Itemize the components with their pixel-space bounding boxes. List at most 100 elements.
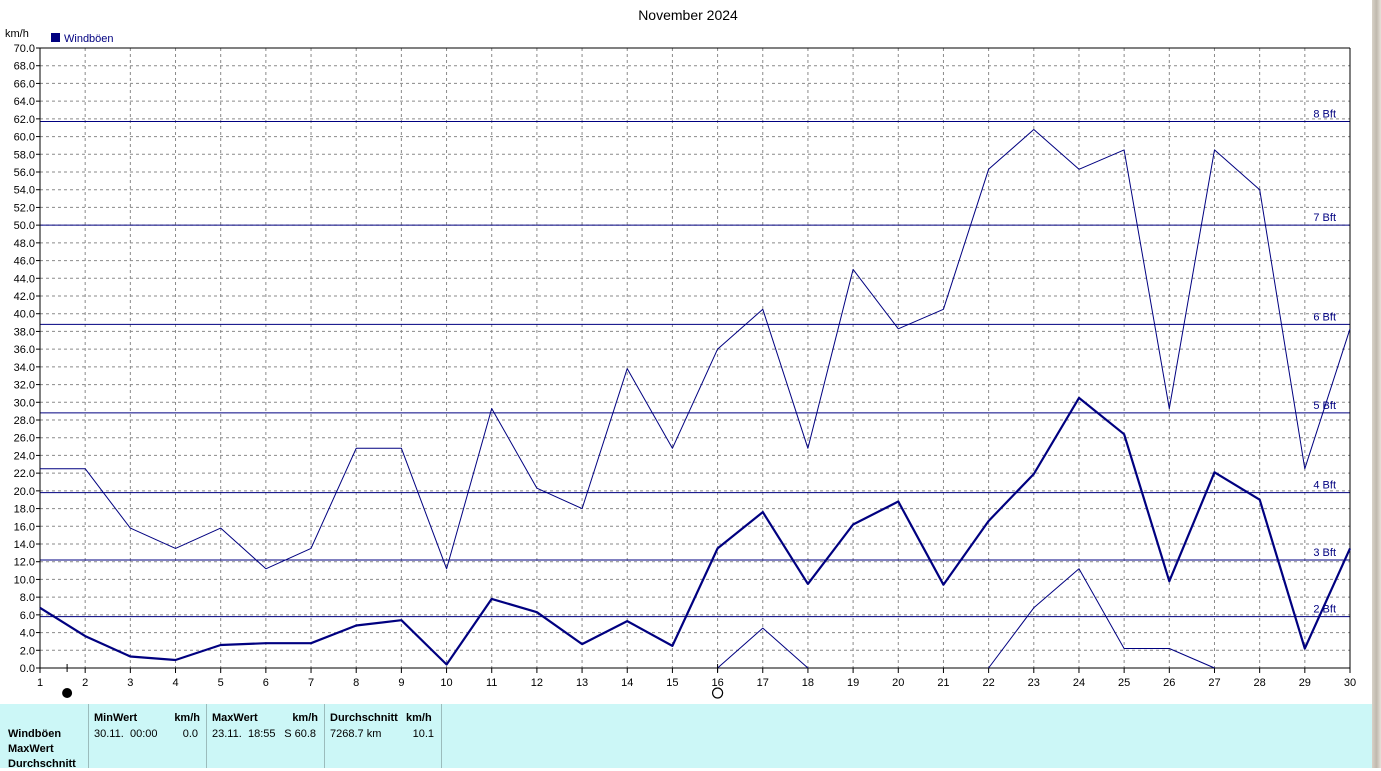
y-tick-label: 62.0 [14, 114, 35, 126]
x-tick-label: 5 [218, 677, 224, 689]
x-tick-label: 2 [82, 677, 88, 689]
x-tick-label: 8 [353, 677, 359, 689]
x-tick-label: 17 [757, 677, 769, 689]
x-axis: 1 2 3 4 5 6 7 8 9 10 11 12 13 14 15 16 17 18 19 20 21 22 23 24 2… [37, 668, 1356, 689]
y-tick-label: 56.0 [14, 167, 35, 179]
y-tick-label: 28.0 [14, 415, 35, 427]
y-tick-label: 20.0 [14, 486, 35, 498]
beaufort-label: 3 Bft [1313, 547, 1336, 559]
y-tick-label: 6.0 [20, 610, 35, 622]
x-tick-label: 4 [172, 677, 178, 689]
series-layer [39, 129, 1352, 669]
y-tick-label: 4.0 [20, 628, 35, 640]
y-tick-label: 52.0 [14, 202, 35, 214]
stats-divider [88, 704, 89, 768]
x-tick-label: 1 [37, 677, 43, 689]
x-tick-label: 28 [1254, 677, 1266, 689]
y-tick-label: 18.0 [14, 504, 35, 516]
x-tick-label: 9 [398, 677, 404, 689]
series-min-line [988, 568, 1215, 669]
y-tick-label: 44.0 [14, 273, 35, 285]
y-tick-label: 0.0 [20, 663, 35, 675]
min-date: 30.11. [94, 728, 124, 740]
y-tick-label: 24.0 [14, 450, 35, 462]
max-header: MaxWert [212, 712, 258, 724]
y-tick-label: 36.0 [14, 344, 35, 356]
avg-distance: 7268.7 km [330, 728, 382, 740]
x-tick-label: 12 [531, 677, 543, 689]
x-tick-label: 22 [982, 677, 994, 689]
stats-panel: Windböen MaxWert Durchschnitt MinWert km… [0, 704, 1372, 770]
grid [40, 48, 1350, 668]
x-tick-label: 19 [847, 677, 859, 689]
row-label-windboeen: Windböen [8, 728, 62, 740]
y-tick-label: 22.0 [14, 468, 35, 480]
moon-phases [62, 664, 724, 699]
x-tick-label: 14 [621, 677, 633, 689]
y-tick-label: 48.0 [14, 238, 35, 250]
stats-divider [441, 704, 442, 768]
x-tick-label: 10 [440, 677, 452, 689]
x-tick-label: 7 [308, 677, 314, 689]
x-tick-label: 24 [1073, 677, 1085, 689]
x-tick-label: 20 [892, 677, 904, 689]
plot-frame [39, 47, 1351, 669]
y-tick-label: 30.0 [14, 397, 35, 409]
y-axis: 0.0 2.0 4.0 6.0 8.0 10.0 12.0 14.0 16.0 18.0 20.0 2… [14, 43, 40, 675]
beaufort-label: 6 Bft [1313, 311, 1336, 323]
series-average-line [39, 396, 1352, 666]
y-tick-label: 12.0 [14, 557, 35, 569]
y-tick-label: 16.0 [14, 521, 35, 533]
beaufort-label: 4 Bft [1313, 480, 1336, 492]
y-axis-unit-label: km/h [5, 28, 29, 40]
legend: Windböen [51, 33, 114, 45]
y-tick-label: 70.0 [14, 43, 35, 55]
y-tick-label: 26.0 [14, 433, 35, 445]
y-tick-label: 54.0 [14, 185, 35, 197]
min-unit: km/h [174, 712, 200, 724]
stats-divider [206, 704, 207, 768]
beaufort-label: 8 Bft [1313, 109, 1336, 121]
y-tick-label: 38.0 [14, 326, 35, 338]
beaufort-label: 7 Bft [1313, 212, 1336, 224]
y-tick-label: 66.0 [14, 78, 35, 90]
min-header: MinWert [94, 712, 138, 724]
y-tick-label: 14.0 [14, 539, 35, 551]
y-tick-label: 10.0 [14, 574, 35, 586]
x-tick-label: 25 [1118, 677, 1130, 689]
y-tick-label: 46.0 [14, 256, 35, 268]
full-moon-icon [711, 687, 724, 699]
y-tick-label: 32.0 [14, 380, 35, 392]
series-max-line [40, 129, 1351, 570]
y-tick-label: 34.0 [14, 362, 35, 374]
avg-unit: km/h [406, 712, 432, 724]
x-tick-label: 13 [576, 677, 588, 689]
x-tick-label: 3 [127, 677, 133, 689]
x-tick-label: 6 [263, 677, 269, 689]
x-tick-label: 27 [1208, 677, 1220, 689]
new-moon-icon [62, 688, 73, 698]
max-time: 18:55 [248, 728, 276, 740]
y-tick-label: 40.0 [14, 309, 35, 321]
window-edge [1372, 0, 1381, 768]
y-tick-label: 42.0 [14, 291, 35, 303]
avg-value: 10.1 [412, 728, 434, 740]
chart-title: November 2024 [638, 7, 738, 23]
x-tick-label: 15 [666, 677, 678, 689]
series-min-line [717, 627, 809, 669]
y-tick-label: 60.0 [14, 132, 35, 144]
y-tick-label: 8.0 [20, 592, 35, 604]
max-date: 23.11. [212, 728, 242, 740]
max-unit: km/h [292, 712, 318, 724]
x-tick-label: 11 [486, 677, 497, 689]
wind-gust-chart: November 2024 km/h Windböen 2 Bft 3 Bft 4 … [5, 7, 1356, 699]
beaufort-label: 2 Bft [1313, 604, 1336, 616]
max-value: S 60.8 [284, 728, 316, 740]
legend-swatch [51, 33, 60, 42]
row-label-maxwert: MaxWert [8, 743, 54, 755]
min-value: 0.0 [182, 728, 198, 740]
x-tick-label: 16 [711, 677, 723, 689]
stats-divider [324, 704, 325, 768]
min-time: 00:00 [130, 728, 158, 740]
